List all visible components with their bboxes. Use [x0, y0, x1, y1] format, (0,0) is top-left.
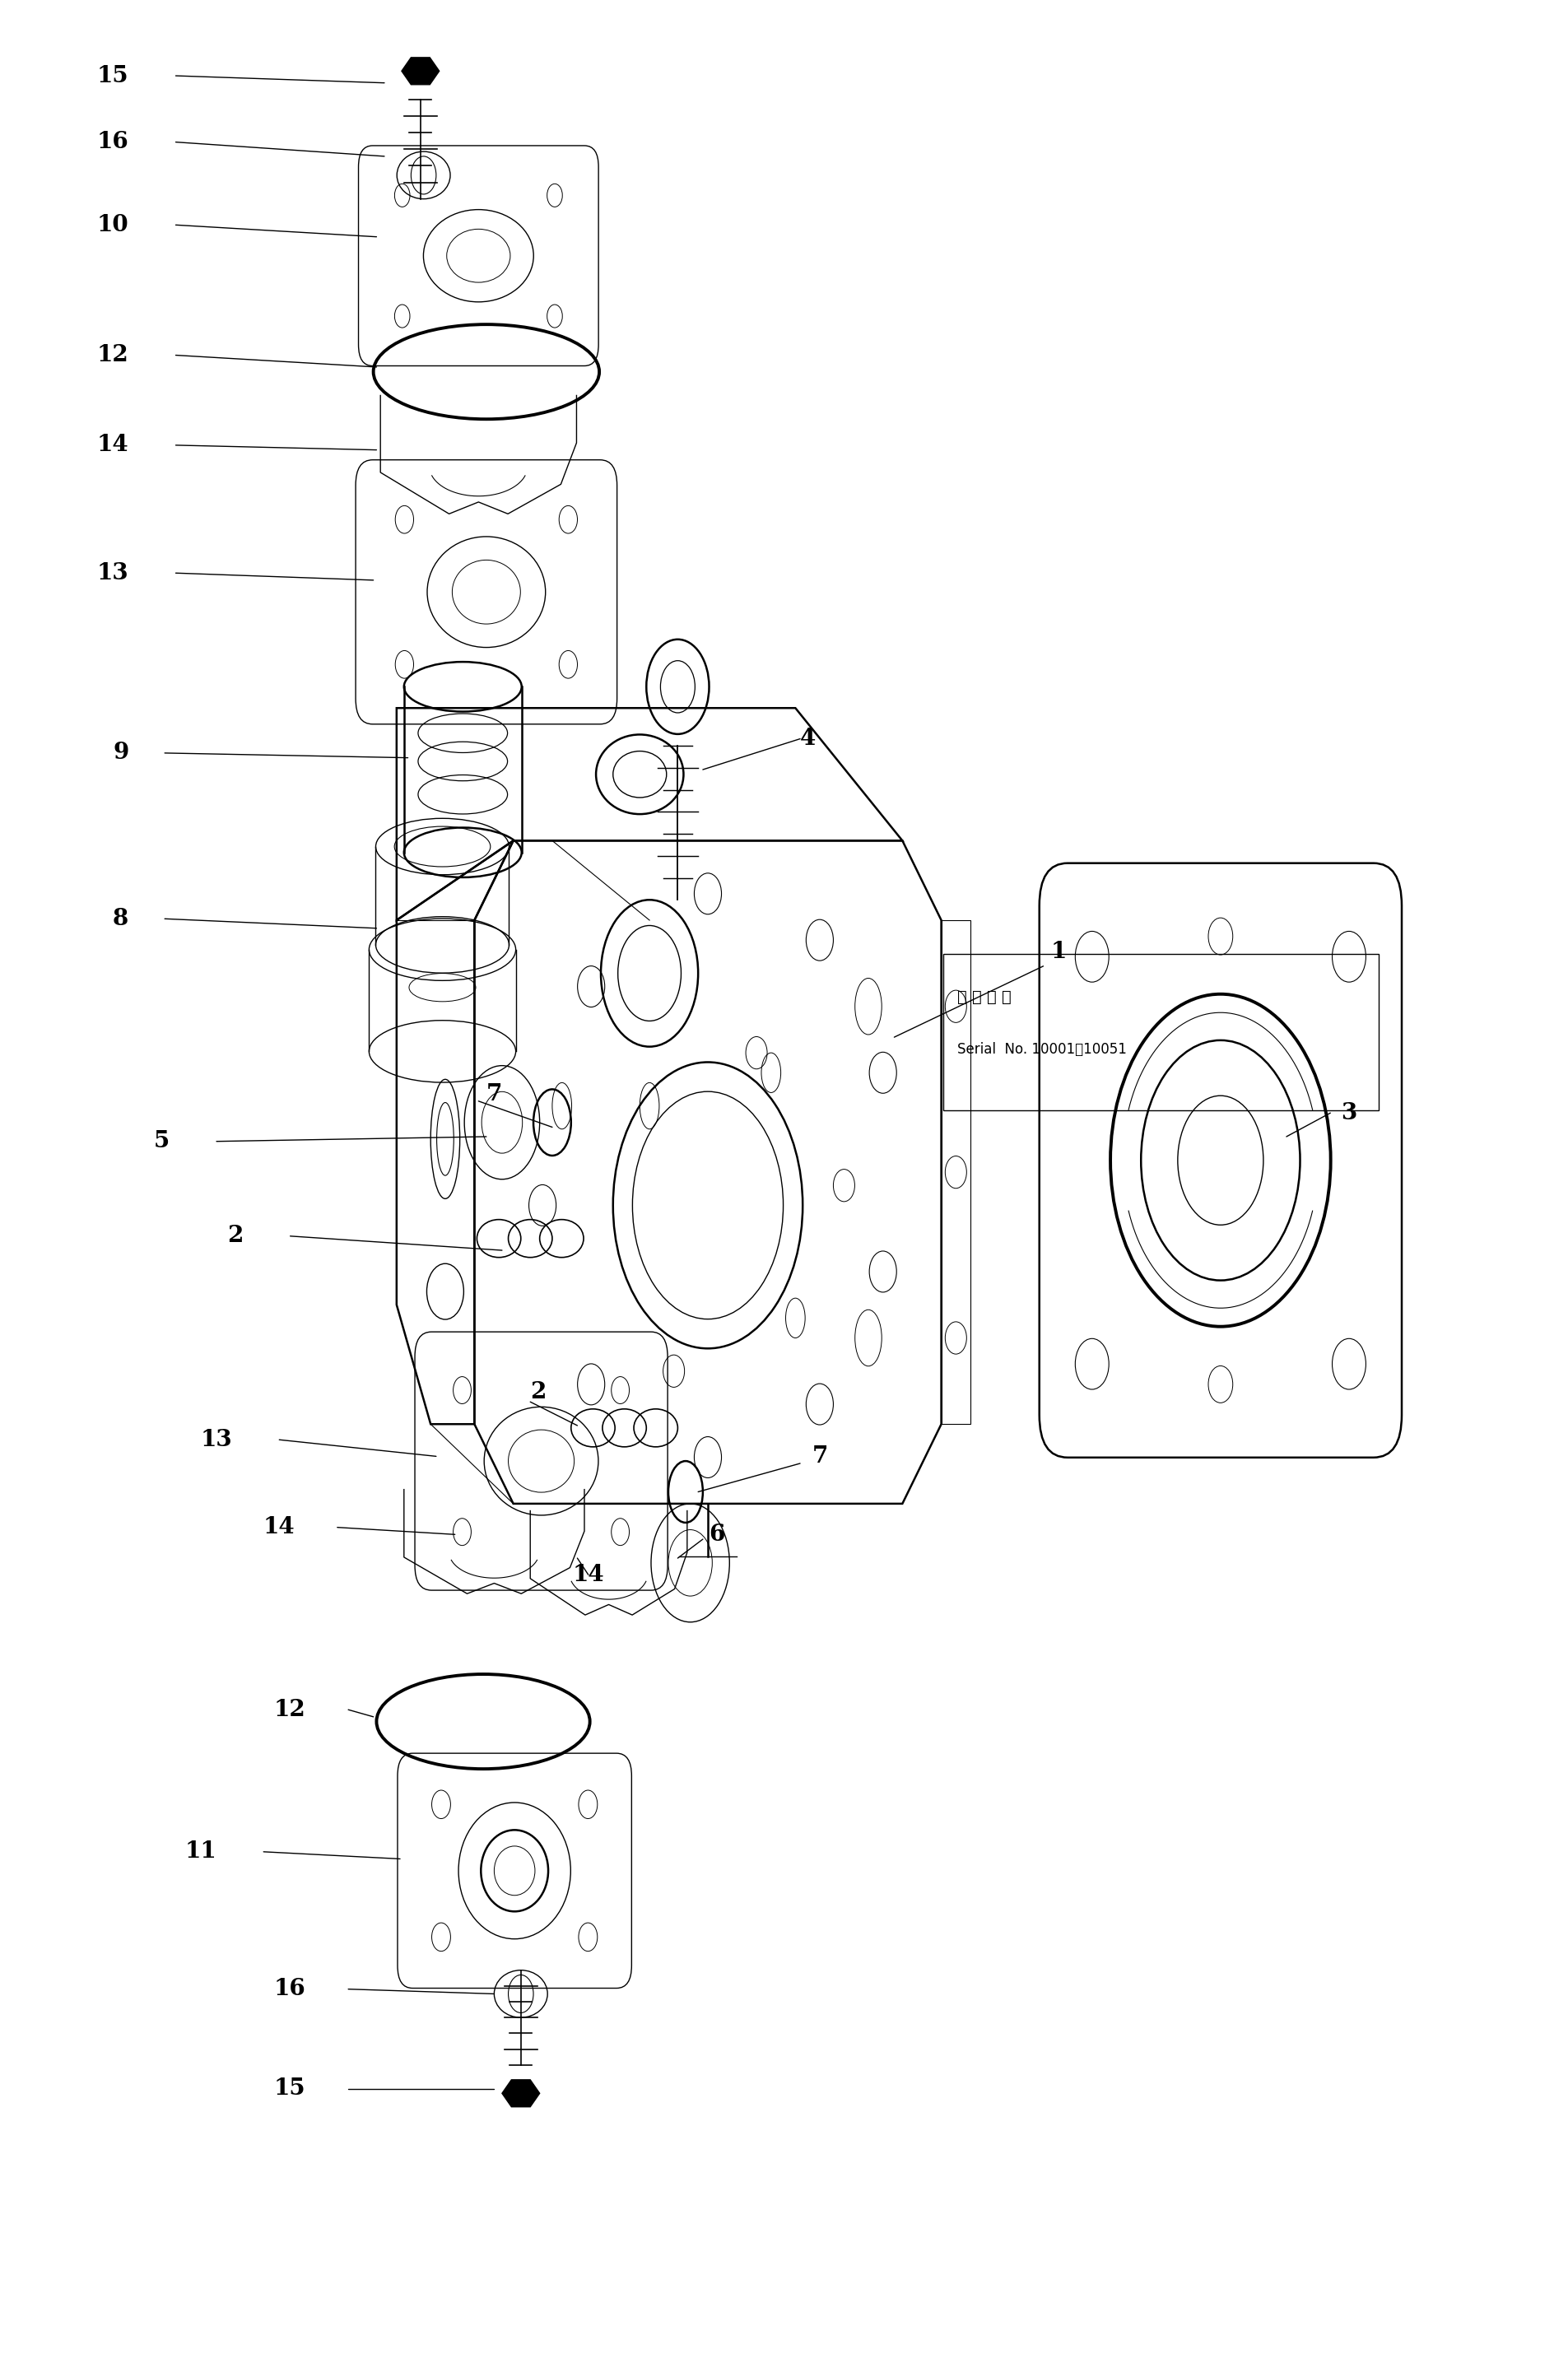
Text: 3: 3 [1341, 1101, 1356, 1125]
Text: 11: 11 [185, 1840, 216, 1864]
Text: 7: 7 [486, 1082, 502, 1106]
Text: 16: 16 [274, 1977, 306, 2001]
Text: 2: 2 [530, 1381, 546, 1404]
Text: 14: 14 [263, 1516, 295, 1539]
Text: 15: 15 [274, 2077, 306, 2100]
Text: 8: 8 [113, 907, 129, 931]
Text: 13: 13 [97, 561, 129, 585]
Text: 10: 10 [97, 213, 129, 237]
Text: 12: 12 [97, 343, 129, 367]
Text: 4: 4 [800, 727, 815, 751]
Text: 6: 6 [709, 1523, 724, 1546]
Text: 12: 12 [274, 1698, 306, 1722]
Polygon shape [502, 2079, 539, 2108]
Text: 5: 5 [154, 1130, 169, 1153]
Text: 適 用 号 機: 適 用 号 機 [956, 990, 1010, 1004]
Text: 15: 15 [97, 64, 129, 88]
Text: 14: 14 [97, 433, 129, 457]
Text: 13: 13 [201, 1428, 232, 1452]
Text: 2: 2 [227, 1224, 243, 1248]
Text: Serial  No. 10001～10051: Serial No. 10001～10051 [956, 1042, 1126, 1056]
Text: 9: 9 [113, 741, 129, 765]
Polygon shape [401, 57, 439, 85]
Text: 1: 1 [1051, 940, 1066, 964]
Text: 16: 16 [97, 130, 129, 154]
Text: 14: 14 [572, 1563, 604, 1587]
Text: 7: 7 [812, 1444, 828, 1468]
